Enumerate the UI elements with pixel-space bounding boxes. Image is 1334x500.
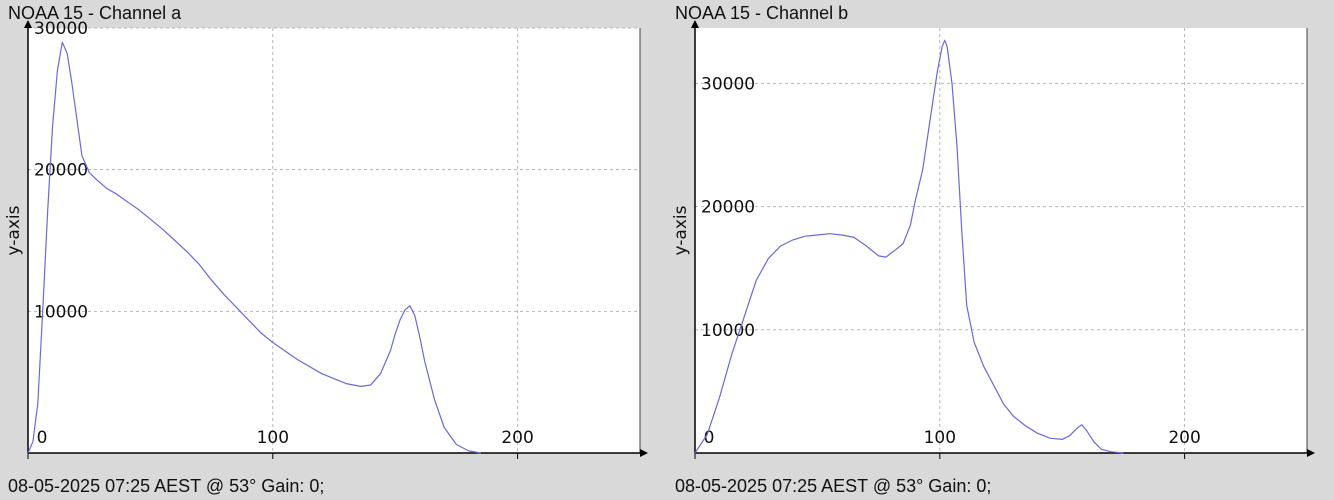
y-tick-label: 30000 bbox=[34, 19, 88, 39]
chart-b-plot: 0 100 200 10000 20000 30000 y-axis bbox=[671, 20, 1315, 459]
chart-panel-a: NOAA 15 - Channel a 0 100 200 10000 20000 300… bbox=[0, 0, 664, 500]
y-tick-label: 10000 bbox=[34, 302, 88, 322]
chart-title: NOAA 15 - Channel b bbox=[675, 3, 849, 23]
chart-title: NOAA 15 - Channel a bbox=[8, 3, 182, 23]
chart-a-plot: 0 100 200 10000 20000 30000 y-axis bbox=[4, 19, 648, 459]
plot-area bbox=[28, 28, 640, 453]
y-axis-label: y-axis bbox=[4, 205, 24, 255]
series-line bbox=[27, 41, 482, 454]
chart-panel-b: NOAA 15 - Channel b 0 100 200 10000 20000 300… bbox=[667, 0, 1331, 500]
x-axis-arrow bbox=[640, 449, 648, 457]
plot-area bbox=[695, 28, 1307, 453]
x-tick-label: 200 bbox=[501, 428, 533, 448]
y-axis-arrow bbox=[24, 20, 32, 28]
chart-footer: 08-05-2025 07:25 AEST @ 53° Gain: 0; bbox=[8, 476, 325, 496]
x-tick-label: 200 bbox=[1168, 428, 1200, 448]
y-tick-label: 20000 bbox=[34, 161, 88, 181]
series-line bbox=[694, 39, 1124, 454]
chart-footer: 08-05-2025 07:25 AEST @ 53° Gain: 0; bbox=[675, 476, 992, 496]
y-tick-label: 30000 bbox=[701, 74, 755, 94]
y-tick-label: 10000 bbox=[701, 321, 755, 341]
x-tick-label: 0 bbox=[704, 428, 715, 448]
x-tick-label: 100 bbox=[924, 428, 956, 448]
x-tick-label: 0 bbox=[37, 428, 48, 448]
y-axis-arrow bbox=[691, 20, 699, 28]
x-axis-arrow bbox=[1307, 449, 1315, 457]
x-tick-label: 100 bbox=[257, 428, 289, 448]
y-tick-label: 20000 bbox=[701, 198, 755, 218]
y-axis-label: y-axis bbox=[671, 205, 691, 255]
